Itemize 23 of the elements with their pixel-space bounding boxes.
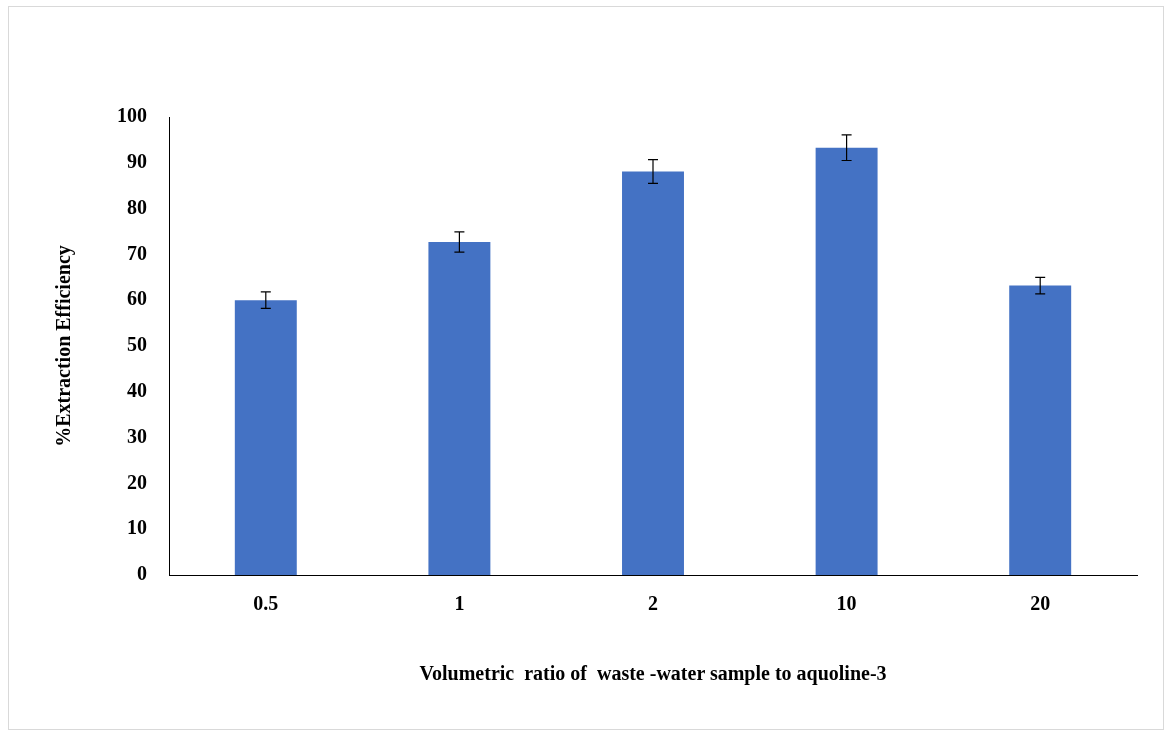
x-tick-label: 20 — [1030, 592, 1051, 615]
x-tick-label: 2 — [648, 592, 658, 615]
y-tick-label: 80 — [127, 195, 147, 218]
bar — [622, 171, 684, 575]
y-tick-label: 0 — [137, 562, 147, 585]
y-tick-label: 90 — [127, 149, 147, 172]
bar — [815, 147, 878, 575]
x-axis-title: Volumetric ratio of waste -water sample to aquoline-3 — [419, 662, 887, 686]
y-tick-label: 50 — [127, 333, 147, 356]
y-tick-label: 60 — [127, 287, 147, 310]
x-tick-label: 1 — [454, 592, 465, 615]
y-tick-label: 100 — [117, 104, 147, 127]
y-tick-label: 40 — [127, 378, 147, 401]
bar — [428, 242, 491, 575]
y-tick-label: 10 — [127, 516, 147, 539]
x-tick-label: 0.5 — [253, 592, 279, 615]
x-tick-label: 10 — [836, 592, 857, 615]
bar — [234, 300, 297, 575]
y-tick-label: 20 — [127, 470, 147, 493]
y-tick-label: 70 — [127, 241, 147, 264]
y-axis-title: %Extraction Efficiency — [52, 245, 76, 447]
y-tick-label: 30 — [127, 424, 147, 447]
bar — [1009, 285, 1072, 575]
